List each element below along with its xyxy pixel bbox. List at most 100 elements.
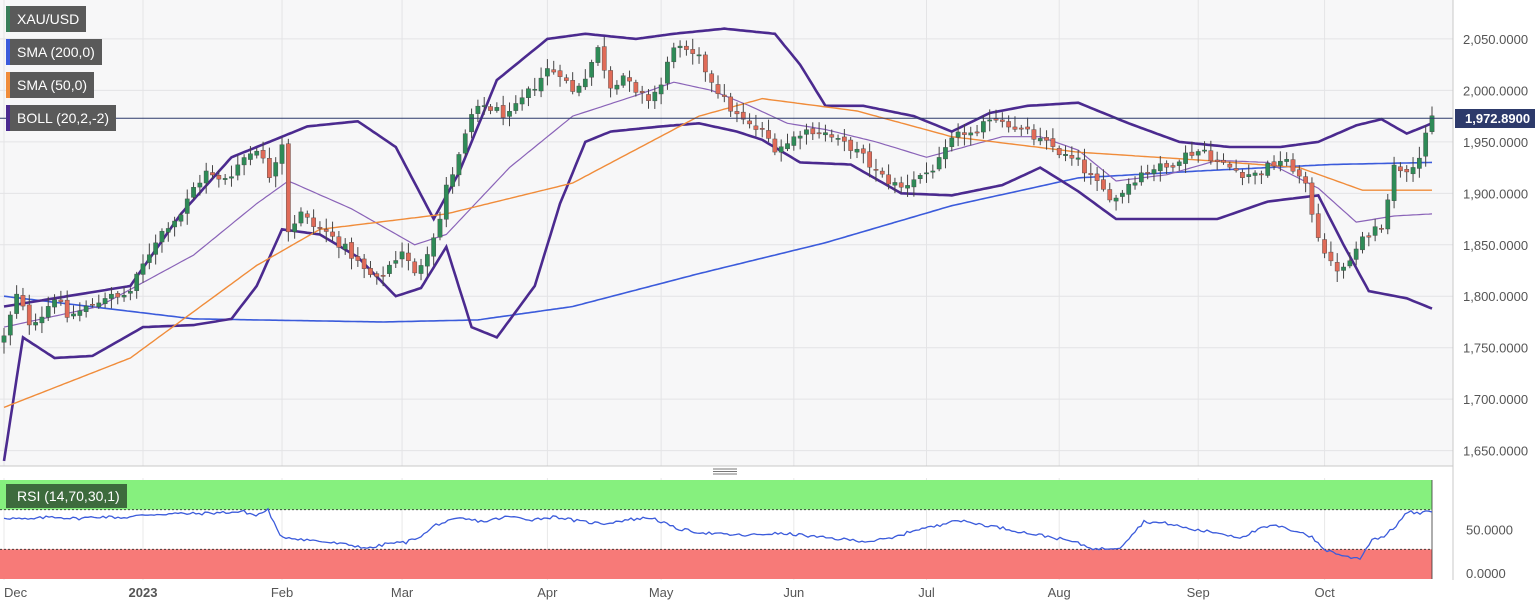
candle-body	[58, 299, 64, 302]
candle-body	[1227, 163, 1233, 168]
candle-body	[1031, 129, 1037, 140]
candle-body	[747, 120, 752, 125]
candle-body	[374, 273, 380, 277]
candle-body	[734, 111, 740, 115]
legend-swatch	[6, 72, 10, 98]
candle-body	[1018, 127, 1024, 130]
candle-body	[146, 254, 152, 263]
candle-body	[1056, 148, 1062, 156]
candle-body	[962, 132, 967, 135]
x-tick-label: Oct	[1314, 585, 1335, 600]
bollinger-lower	[2, 121, 1433, 462]
candle-body	[39, 316, 45, 324]
legend-boll[interactable]: BOLL (20,2,-2)	[6, 105, 117, 131]
candle-body	[924, 172, 929, 175]
candle-body	[317, 227, 323, 229]
candle-body	[121, 295, 127, 298]
candle-body	[153, 242, 158, 255]
candle-body	[551, 69, 557, 73]
rsi-pane	[0, 480, 1433, 579]
candle-body	[399, 251, 405, 260]
x-tick-label: Mar	[391, 585, 414, 600]
bollinger-upper	[3, 27, 1433, 308]
candle-body	[184, 198, 190, 214]
candle-body	[1303, 176, 1308, 184]
candle-body	[1221, 159, 1226, 163]
candle-body	[627, 77, 632, 82]
candle-body	[500, 105, 506, 118]
x-tick-label: Apr	[537, 585, 558, 600]
candle-body	[804, 129, 809, 135]
candle-body	[469, 114, 474, 133]
candle-body	[1012, 126, 1018, 130]
candle-body	[342, 243, 348, 250]
candle-body	[911, 179, 917, 188]
candle-body	[842, 136, 847, 142]
candle-body	[285, 143, 291, 233]
legend-swatch	[6, 6, 10, 32]
candle-body	[1138, 172, 1144, 183]
candle-body	[292, 223, 298, 232]
candle-body	[1189, 151, 1195, 156]
candle-body	[380, 275, 386, 277]
candle-body	[431, 237, 437, 257]
candle-body	[519, 97, 525, 105]
candle-body	[955, 131, 961, 138]
x-tick-label: 2023	[129, 585, 158, 600]
candle-body	[601, 46, 607, 71]
candle-body	[557, 70, 563, 77]
candle-body	[273, 162, 279, 177]
candle-body	[608, 70, 613, 89]
candle-body	[45, 306, 51, 318]
candle-body	[197, 182, 203, 188]
candle-body	[387, 264, 392, 274]
candle-body	[1202, 149, 1207, 152]
x-tick-label: Aug	[1048, 585, 1071, 600]
rsi-overbought-zone	[0, 480, 1432, 510]
candle-body	[1290, 159, 1296, 172]
legend-symbol[interactable]: XAU/USD	[6, 6, 87, 32]
candle-body	[33, 322, 38, 326]
candle-body	[267, 158, 272, 178]
pane-resize-handle[interactable]	[713, 468, 737, 475]
candle-body	[1170, 165, 1176, 168]
candle-body	[570, 80, 576, 92]
candle-body	[368, 268, 373, 275]
candle-body	[361, 258, 367, 269]
y-tick-label: 1,750.0000	[1463, 341, 1528, 356]
rsi-label[interactable]: RSI (14,70,30,1)	[6, 484, 127, 508]
candle-body	[1259, 173, 1264, 176]
candle-body	[639, 91, 645, 93]
candle-body	[1296, 169, 1302, 177]
candle-body	[304, 213, 310, 218]
candle-body	[1372, 226, 1378, 236]
legend-sma200[interactable]: SMA (200,0)	[6, 39, 102, 65]
candle-body	[981, 121, 986, 133]
candle-body	[1157, 163, 1163, 172]
candle-body	[203, 170, 209, 184]
candle-body	[1063, 154, 1068, 156]
candle-body	[1164, 163, 1169, 168]
candle-body	[974, 131, 980, 134]
candle-body	[677, 45, 683, 49]
candle-body	[1132, 182, 1138, 186]
candle-body	[311, 217, 316, 227]
candle-body	[109, 293, 114, 299]
candle-body	[1088, 173, 1094, 176]
candle-body	[1398, 166, 1403, 172]
candle-body	[1252, 172, 1258, 176]
sma200-line	[3, 161, 1433, 323]
candle-body	[330, 231, 335, 237]
candle-body	[1309, 182, 1315, 215]
axis-labels: 1,650.0000 1,700.0000 1,750.0000 1,800.0000…	[4, 32, 1528, 600]
candle-body	[1353, 248, 1359, 260]
candle-body	[507, 111, 512, 117]
candle-body	[1366, 235, 1372, 238]
y-tick-label: 1,650.0000	[1463, 444, 1528, 459]
x-tick-label: Feb	[271, 585, 293, 600]
candle-body	[1113, 197, 1119, 202]
candle-body	[740, 111, 746, 120]
legend-sma50[interactable]: SMA (50,0)	[6, 72, 95, 98]
candle-body	[823, 132, 828, 136]
